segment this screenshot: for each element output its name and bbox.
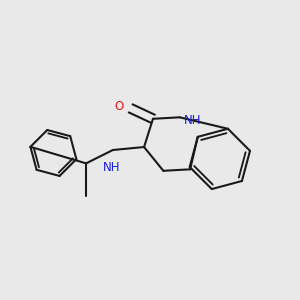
Text: NH: NH xyxy=(184,114,202,127)
Text: O: O xyxy=(114,100,123,113)
Text: NH: NH xyxy=(103,161,120,174)
